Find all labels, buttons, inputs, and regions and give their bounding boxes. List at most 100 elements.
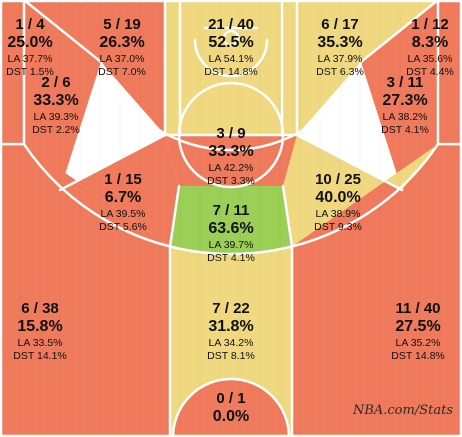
- zone-fg-paint-upper: 21 / 40: [208, 16, 254, 33]
- zone-pct-left-wing-three: 15.8%: [17, 318, 62, 335]
- zone-dst-left-elbow-mid: DST 2.2%: [32, 124, 80, 136]
- zone-la-left-wing-mid: LA 39.5%: [101, 208, 146, 220]
- court-line-mid-divider-right-upper: [359, 0, 440, 64]
- court-line-mid-divider-right-lower: [295, 133, 404, 192]
- zone-paint-upper: [165, 0, 297, 135]
- court-line-mid-arc: [99, 60, 363, 152]
- zone-dst-top-key-mid: DST 4.1%: [207, 252, 255, 264]
- court-line-key-divider-right: [281, 184, 294, 248]
- zone-pct-left-corner-three: 25.0%: [7, 34, 52, 51]
- court-line-rim: [222, 29, 240, 47]
- zone-dst-left-wing-three: DST 14.1%: [13, 350, 67, 362]
- zone-right-wing-three: [292, 144, 462, 437]
- zone-fg-left-wing-mid: 1 / 15: [104, 171, 142, 188]
- court-line-free-throw-circle-line: [177, 81, 285, 189]
- zone-la-left-corner-three: LA 37.7%: [8, 53, 53, 65]
- zone-dst-right-elbow-mid: DST 4.1%: [381, 124, 429, 136]
- court-line-paint-lane: [163, 0, 299, 137]
- zone-fg-right-wing-mid: 10 / 25: [315, 171, 361, 188]
- zone-pct-top-key-three: 31.8%: [208, 318, 253, 335]
- zone-dst-paint-upper: DST 14.8%: [204, 66, 258, 78]
- zone-label-left-corner-three: 1 / 425.0% LA 37.7%DST 1.5%: [6, 16, 54, 78]
- zone-la-top-key-mid: LA 39.7%: [209, 239, 254, 251]
- court-line-half-court-circle: [171, 377, 291, 437]
- zone-right-baseline-mid: [297, 0, 438, 135]
- zone-la-right-wing-three: LA 35.2%: [396, 337, 441, 349]
- zone-fg-left-wing-three: 6 / 38: [21, 300, 59, 317]
- zone-la-right-corner-three: LA 35.6%: [408, 53, 453, 65]
- zone-pct-left-baseline-mid: 26.3%: [99, 34, 144, 51]
- zone-label-right-corner-three: 1 / 128.3% LA 35.6%DST 4.4%: [406, 16, 454, 78]
- zone-backcourt: [173, 379, 289, 437]
- zone-la-right-elbow-mid: LA 38.2%: [383, 111, 428, 123]
- zone-left-wing-mid: [24, 135, 179, 247]
- zone-pct-backcourt: 0.0%: [213, 408, 249, 425]
- zone-dst-top-key-three: DST 8.1%: [207, 350, 255, 362]
- zone-fg-left-corner-three: 1 / 4: [15, 16, 45, 33]
- zone-right-wing-mid: [283, 135, 438, 247]
- zone-pct-right-elbow-mid: 27.3%: [382, 92, 427, 109]
- zone-pct-left-wing-mid: 6.7%: [105, 189, 141, 206]
- zone-pct-free-throw-circle: 33.3%: [208, 143, 253, 160]
- source-credit: NBA.com/Stats: [352, 403, 453, 418]
- zone-free-throw-circle: [165, 135, 297, 186]
- zone-dst-left-baseline-mid: DST 7.0%: [98, 66, 146, 78]
- zone-pct-right-wing-mid: 40.0%: [315, 189, 360, 206]
- zone-la-paint-upper: LA 54.1%: [209, 53, 254, 65]
- zone-fg-right-baseline-mid: 6 / 17: [321, 16, 359, 33]
- zone-dst-right-wing-three: DST 14.8%: [391, 350, 445, 362]
- zone-fg-left-elbow-mid: 2 / 6: [41, 74, 70, 91]
- zone-pct-left-elbow-mid: 33.3%: [33, 92, 78, 109]
- zone-dst-left-wing-mid: DST 5.6%: [99, 221, 147, 233]
- zone-pct-right-corner-three: 8.3%: [412, 34, 448, 51]
- zone-dst-left-corner-three: DST 1.5%: [6, 66, 54, 78]
- zone-la-right-baseline-mid: LA 37.9%: [318, 53, 363, 65]
- zone-la-left-baseline-mid: LA 37.0%: [100, 53, 145, 65]
- zone-fg-right-corner-three: 1 / 12: [411, 16, 449, 33]
- court-line-restricted-area: [193, 38, 269, 78]
- zone-la-left-wing-three: LA 33.5%: [18, 337, 63, 349]
- zone-left-wing-three: [0, 144, 170, 437]
- zone-fg-top-key-three: 7 / 22: [212, 300, 250, 317]
- zone-la-top-key-three: LA 34.2%: [209, 337, 254, 349]
- zone-fg-left-baseline-mid: 5 / 19: [103, 16, 141, 33]
- zone-pct-right-wing-three: 27.5%: [395, 318, 440, 335]
- zone-dst-right-baseline-mid: DST 6.3%: [316, 66, 364, 78]
- zone-right-corner-three: [438, 0, 462, 145]
- zone-fg-top-key-mid: 7 / 11: [213, 202, 250, 219]
- zone-fg-right-wing-three: 11 / 40: [395, 300, 440, 317]
- zone-fg-right-elbow-mid: 3 / 11: [387, 74, 424, 91]
- court-line-three-point-arc: [22, 142, 440, 256]
- court-line-mid-divider-left-lower: [58, 133, 167, 192]
- zone-la-free-throw-circle: LA 42.2%: [209, 162, 254, 174]
- zone-dst-right-corner-three: DST 4.4%: [406, 66, 454, 78]
- zone-la-left-elbow-mid: LA 39.3%: [34, 111, 79, 123]
- zone-fg-free-throw-circle: 3 / 9: [216, 125, 245, 142]
- zone-dst-free-throw-circle: DST 3.3%: [207, 175, 255, 187]
- zone-left-baseline-mid: [24, 0, 165, 135]
- zone-label-backcourt: 0 / 10.0%: [213, 390, 249, 425]
- zone-pct-right-baseline-mid: 35.3%: [317, 34, 362, 51]
- zone-fg-backcourt: 0 / 1: [216, 390, 245, 407]
- zone-pct-paint-upper: 52.5%: [208, 34, 253, 51]
- zone-label-left-wing-mid: 1 / 156.7% LA 39.5%DST 5.6%: [99, 171, 147, 233]
- zone-pct-top-key-mid: 63.6%: [208, 220, 253, 237]
- court-line-inner-lane: [178, 0, 284, 137]
- zone-left-corner-three: [0, 0, 24, 145]
- zone-label-left-elbow-mid: 2 / 633.3% LA 39.3%DST 2.2%: [32, 74, 80, 136]
- court-line-key-divider-left: [168, 184, 181, 248]
- court-line-mid-divider-left-upper: [22, 0, 103, 64]
